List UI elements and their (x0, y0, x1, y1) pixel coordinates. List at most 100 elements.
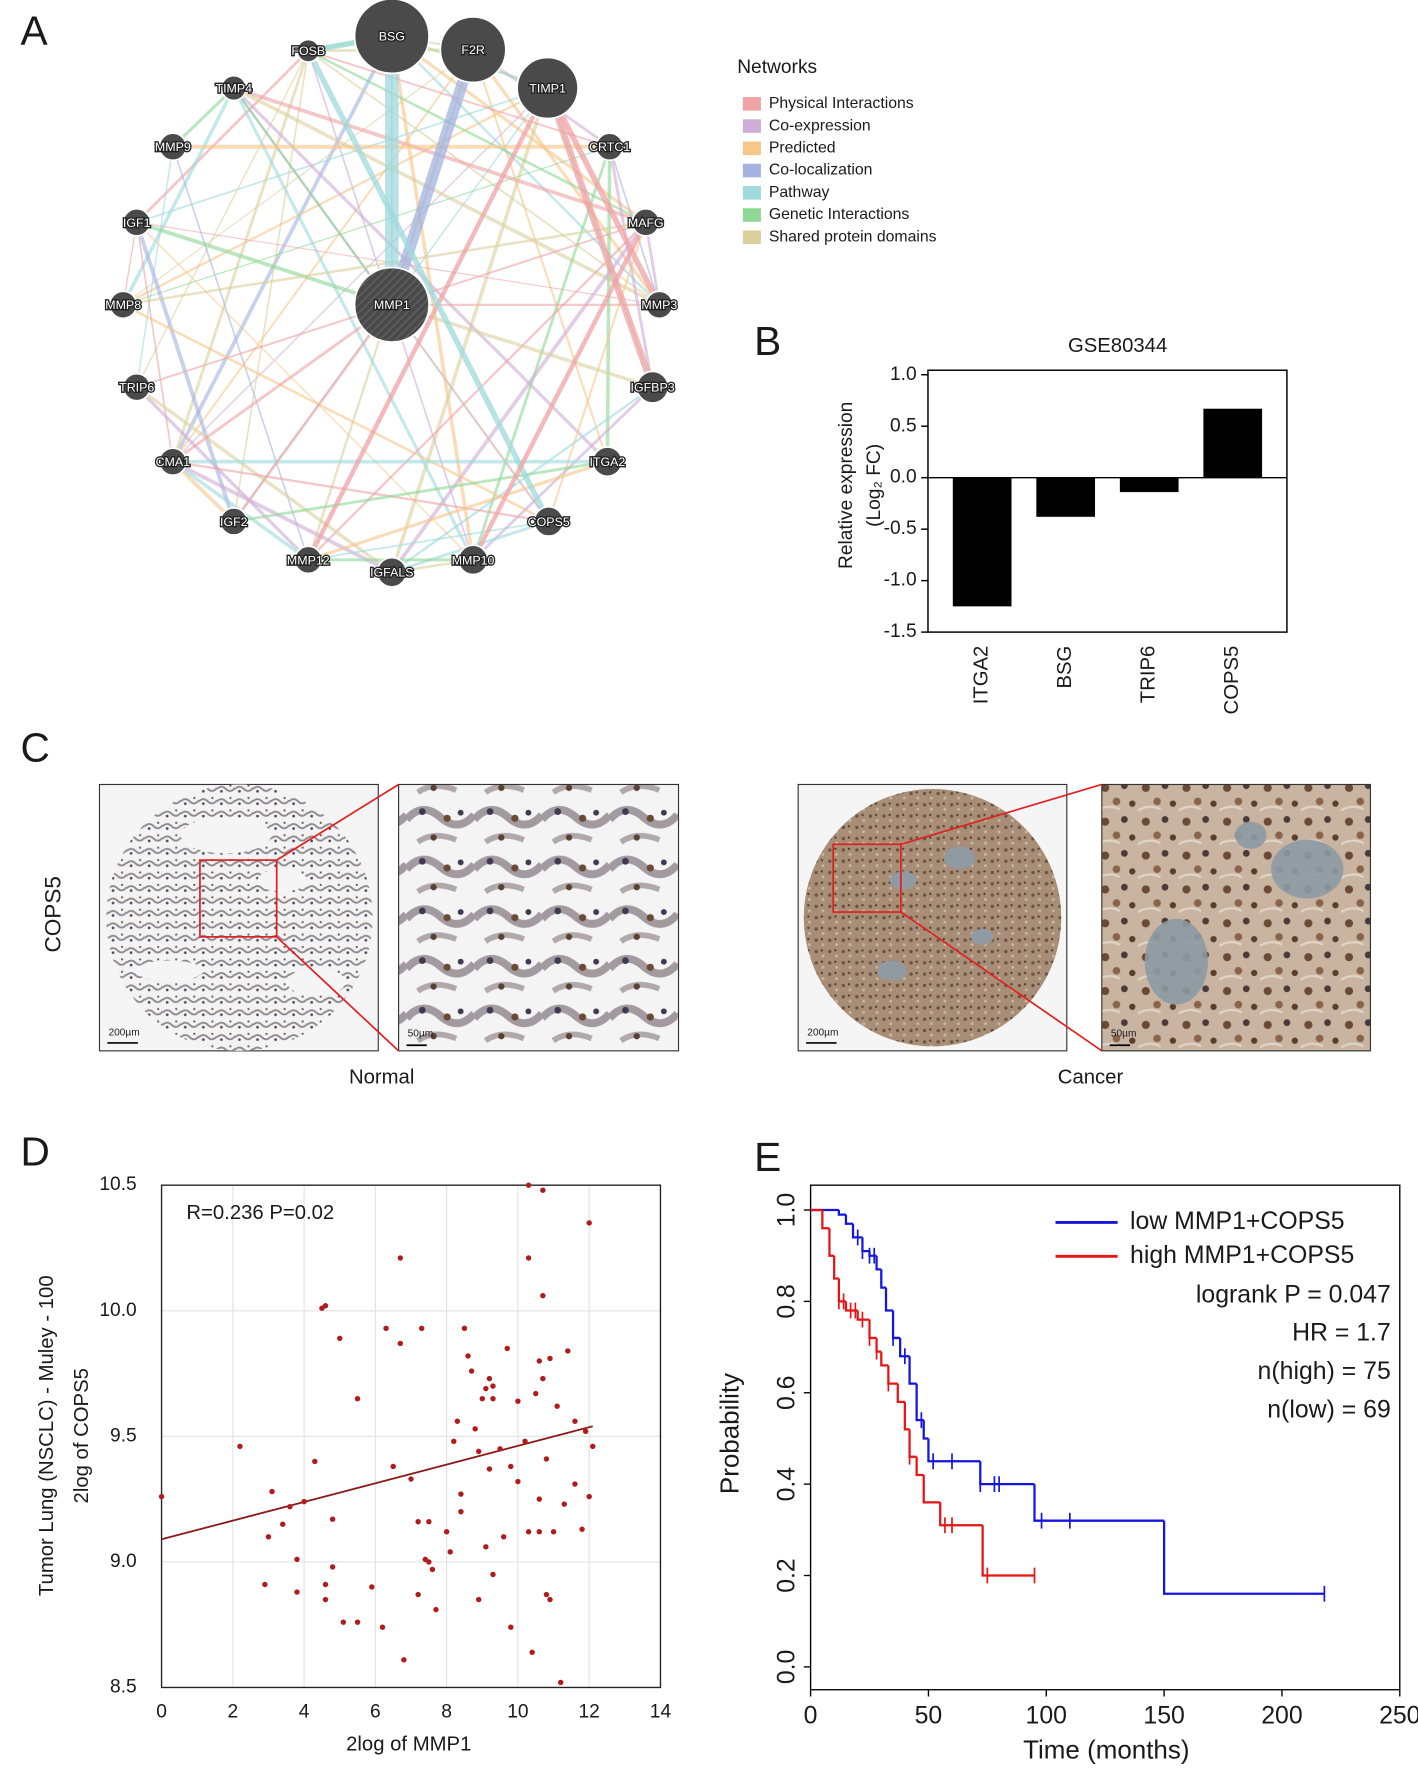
legend-label: Co-expression (769, 117, 871, 134)
network-node (457, 544, 489, 576)
node-label: IGFBP3 (631, 381, 675, 395)
scale-bar-label: 50µm (1111, 1029, 1137, 1040)
scatter-point (522, 1438, 528, 1445)
scatter-point (554, 1403, 560, 1409)
y-tick-label: 0.2 (774, 1558, 801, 1593)
fit-line (161, 1425, 593, 1541)
scatter-point (415, 1591, 421, 1598)
annotation: HR = 1.7 (1292, 1320, 1391, 1347)
scatter-point (479, 1395, 485, 1402)
scatter-point (490, 1571, 496, 1578)
survival-step (887, 1365, 898, 1385)
network-edge (306, 87, 550, 561)
survival-step (1162, 1520, 1325, 1595)
network-node (353, 0, 430, 75)
network-edge (122, 87, 549, 306)
node-label: MMP12 (287, 553, 330, 567)
scatter-point (158, 1493, 165, 1500)
legend-label: Pathway (769, 184, 830, 201)
y-tick-label: -0.5 (884, 518, 917, 539)
scatter-point (262, 1581, 268, 1588)
y-tick-label: 10.5 (99, 1174, 136, 1195)
x-tick-label: ITGA2 (971, 646, 993, 705)
network-edge (471, 48, 661, 306)
node-label: TIMP4 (216, 81, 253, 95)
y-axis-label: Probability (714, 1373, 744, 1494)
network-edge (391, 303, 654, 389)
survival-step (868, 1319, 877, 1340)
node-label: TRIP6 (119, 381, 154, 395)
panel-label: B (754, 318, 781, 364)
scatter-point (540, 1375, 546, 1382)
x-tick-label: 12 (579, 1701, 600, 1722)
plot-frame (809, 1184, 1401, 1691)
network-edge (136, 221, 474, 561)
scatter-point (354, 1619, 361, 1625)
network-edge (121, 87, 236, 306)
network-edge (307, 49, 647, 224)
scatter-point (390, 1463, 396, 1470)
scatter-point (572, 1418, 578, 1424)
scatter-point (486, 1466, 493, 1472)
y-tick-label: 10.0 (99, 1300, 136, 1321)
row-label: COPS5 (40, 876, 65, 953)
x-tick-label: 14 (650, 1701, 672, 1722)
scale-bar (107, 1042, 1131, 1047)
scatter-point (476, 1448, 482, 1455)
network-edge (545, 86, 662, 307)
scatter-point (426, 1519, 432, 1525)
node-label: F2R (461, 43, 484, 57)
scatter-point (429, 1566, 436, 1573)
node-label: IGF2 (220, 515, 248, 529)
y-axis-label: 2log of COPS5 (71, 1368, 93, 1503)
survival-step (861, 1237, 870, 1253)
network-edge (136, 220, 393, 307)
scale-bar-label: 200µm (807, 1027, 838, 1038)
survival-step (875, 1255, 882, 1271)
network-edge (307, 460, 608, 562)
network-edge (390, 35, 661, 306)
network-node (376, 556, 408, 588)
scatter-point (557, 1679, 564, 1686)
x-tick-label: 4 (299, 1701, 310, 1722)
y-tick-label: 0.8 (774, 1284, 801, 1319)
y-tick-label: 0.6 (774, 1376, 801, 1411)
scatter-point (312, 1458, 318, 1465)
y-axis-label: Relative expression (836, 402, 857, 569)
plot-frame (927, 369, 1288, 633)
network-node (296, 38, 321, 63)
network-edge (232, 86, 661, 307)
scatter-point (582, 1428, 589, 1435)
network-edge (172, 49, 474, 463)
scatter-point (287, 1503, 293, 1510)
scatter-point (397, 1255, 404, 1261)
scatter-point (490, 1395, 496, 1402)
survival-step (915, 1456, 924, 1477)
scatter-point (269, 1488, 275, 1495)
survival-step (837, 1278, 846, 1303)
node-label: COPS5 (528, 515, 570, 529)
network-edge (232, 303, 393, 523)
x-tick-label: 250 (1379, 1702, 1418, 1729)
x-tick-label: 150 (1143, 1702, 1184, 1729)
survival-step (939, 1502, 983, 1527)
network-edge (233, 460, 608, 523)
scale-bar-label: 200µm (109, 1027, 140, 1038)
y-tick-label: 1.0 (890, 364, 917, 385)
y-tick-label: 8.5 (110, 1677, 137, 1698)
network-edge (171, 459, 393, 574)
y-tick-label: 0.5 (890, 415, 917, 436)
legend-title: Networks (737, 57, 817, 78)
scatter-point (525, 1255, 532, 1261)
x-tick-label: 0 (804, 1702, 818, 1729)
survival-step (880, 1351, 889, 1367)
scatter-point (322, 1581, 329, 1588)
scatter-point (490, 1383, 496, 1389)
network-node (293, 545, 323, 575)
network-edge (471, 221, 648, 561)
scatter-point (483, 1544, 489, 1550)
y-tick-label: -1.5 (884, 621, 917, 642)
scatter-point (401, 1657, 407, 1663)
annotation: n(high) = 75 (1258, 1358, 1391, 1385)
